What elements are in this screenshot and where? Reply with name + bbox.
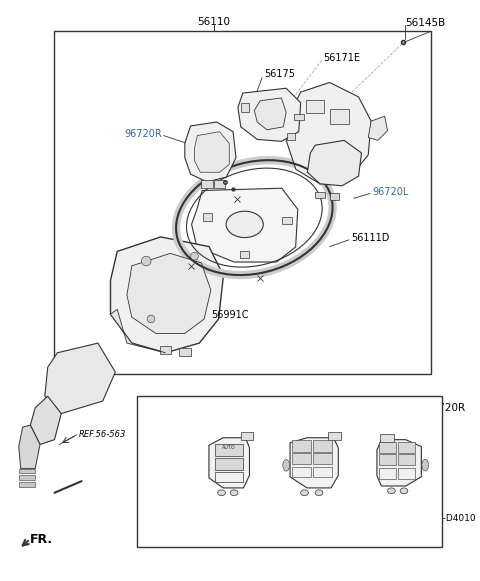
Ellipse shape xyxy=(226,211,263,238)
Ellipse shape xyxy=(315,490,323,496)
Bar xyxy=(215,444,243,456)
Bar xyxy=(306,100,324,113)
Ellipse shape xyxy=(191,252,198,260)
Text: 96720-D4010: 96720-D4010 xyxy=(368,514,430,523)
Bar xyxy=(379,454,396,465)
Polygon shape xyxy=(307,141,361,186)
Bar xyxy=(201,180,213,188)
Polygon shape xyxy=(110,237,223,353)
Polygon shape xyxy=(254,98,286,130)
Text: 56111D: 56111D xyxy=(351,233,389,243)
Text: REF.56-563: REF.56-563 xyxy=(79,431,126,439)
Polygon shape xyxy=(209,437,250,488)
Polygon shape xyxy=(127,253,211,333)
Bar xyxy=(287,132,295,141)
Text: ILLUST: ILLUST xyxy=(145,458,178,468)
Text: 56175: 56175 xyxy=(264,69,295,79)
Polygon shape xyxy=(368,116,387,141)
Text: 96720L: 96720L xyxy=(372,187,408,196)
Text: 96720R: 96720R xyxy=(124,128,162,139)
Ellipse shape xyxy=(387,488,395,494)
Bar xyxy=(215,458,243,471)
Bar xyxy=(55,31,431,374)
Bar xyxy=(19,475,35,480)
Bar xyxy=(203,213,212,221)
Bar xyxy=(313,453,332,464)
Polygon shape xyxy=(290,437,338,488)
Text: P/NO: P/NO xyxy=(150,514,174,523)
Text: 96720-D4010: 96720-D4010 xyxy=(414,514,476,523)
Text: 56110: 56110 xyxy=(197,17,230,27)
Bar xyxy=(294,114,303,120)
Ellipse shape xyxy=(217,490,226,496)
Ellipse shape xyxy=(147,315,155,323)
Text: 96720L: 96720L xyxy=(252,403,291,413)
Bar xyxy=(328,432,341,440)
Bar xyxy=(241,103,249,112)
Bar xyxy=(381,434,394,442)
Bar xyxy=(292,467,311,478)
Polygon shape xyxy=(30,396,61,444)
Text: FR.: FR. xyxy=(30,533,53,546)
Polygon shape xyxy=(194,132,229,172)
Polygon shape xyxy=(110,309,166,353)
Ellipse shape xyxy=(400,488,408,494)
Bar xyxy=(330,109,349,124)
Ellipse shape xyxy=(300,490,308,496)
Text: 96710-D4010: 96710-D4010 xyxy=(198,514,260,523)
Bar xyxy=(214,180,226,188)
Bar xyxy=(19,469,35,474)
Bar xyxy=(292,440,311,452)
Text: 56145B: 56145B xyxy=(405,17,445,28)
Text: PNC: PNC xyxy=(150,403,174,413)
Polygon shape xyxy=(377,440,421,486)
Ellipse shape xyxy=(230,490,238,496)
Bar xyxy=(179,348,191,356)
Polygon shape xyxy=(185,122,236,182)
Text: AUTO: AUTO xyxy=(222,445,236,450)
Bar xyxy=(313,440,332,452)
Bar xyxy=(315,192,325,198)
Bar xyxy=(136,396,442,547)
Ellipse shape xyxy=(422,460,429,471)
Text: 96710-D4010: 96710-D4010 xyxy=(207,514,269,523)
Bar xyxy=(398,442,415,453)
Bar xyxy=(398,468,415,479)
Bar xyxy=(398,454,415,465)
Polygon shape xyxy=(192,188,298,262)
Bar xyxy=(241,432,253,440)
Bar xyxy=(19,482,35,487)
Text: 96710-D4020: 96710-D4020 xyxy=(311,514,372,523)
Polygon shape xyxy=(45,343,115,414)
Text: 96720L: 96720L xyxy=(271,403,310,413)
Text: 96720R: 96720R xyxy=(425,403,465,413)
Polygon shape xyxy=(19,425,40,469)
Bar xyxy=(240,250,250,259)
Ellipse shape xyxy=(142,256,151,266)
Polygon shape xyxy=(286,83,371,184)
Bar xyxy=(330,193,339,200)
Text: 96720R: 96720R xyxy=(379,403,419,413)
Ellipse shape xyxy=(283,460,289,471)
Text: 56991C: 56991C xyxy=(211,310,248,320)
Bar xyxy=(160,346,171,354)
Bar xyxy=(292,453,311,464)
Bar xyxy=(215,472,243,482)
Bar xyxy=(379,442,396,453)
Text: 56171E: 56171E xyxy=(323,53,360,63)
Text: 96710-D4020: 96710-D4020 xyxy=(283,514,345,523)
Bar xyxy=(282,217,292,224)
Bar xyxy=(379,468,396,479)
Bar xyxy=(313,467,332,478)
Polygon shape xyxy=(238,88,300,141)
